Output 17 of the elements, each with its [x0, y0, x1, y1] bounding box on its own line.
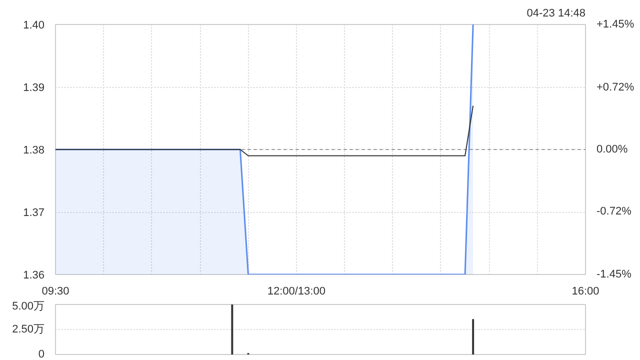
y2-tick-label: +0.72%	[596, 81, 634, 94]
y2-tick-label: -1.45%	[596, 268, 632, 280]
y-tick-label: 1.37	[23, 207, 45, 219]
y2-tick-label: 0.00%	[596, 144, 628, 156]
y-tick-label: 5.00万	[12, 300, 45, 312]
y-tick-label: 2.50万	[12, 324, 45, 336]
text: 04-23 14:48	[526, 8, 586, 20]
y-tick-label: 1.36	[23, 270, 45, 282]
y-tick-label: 1.40	[23, 20, 45, 32]
y-tick-label: 0	[38, 348, 45, 360]
y2-tick-label: -0.72%	[596, 206, 632, 218]
x-tick-label: 09:30	[42, 286, 70, 298]
y2-tick-label: +1.45%	[596, 18, 634, 30]
y-tick-label: 1.39	[23, 82, 45, 94]
x-tick-label: 16:00	[572, 286, 600, 298]
y-tick-label: 1.38	[23, 144, 45, 156]
x-tick-label: 12:00/13:00	[267, 286, 326, 298]
